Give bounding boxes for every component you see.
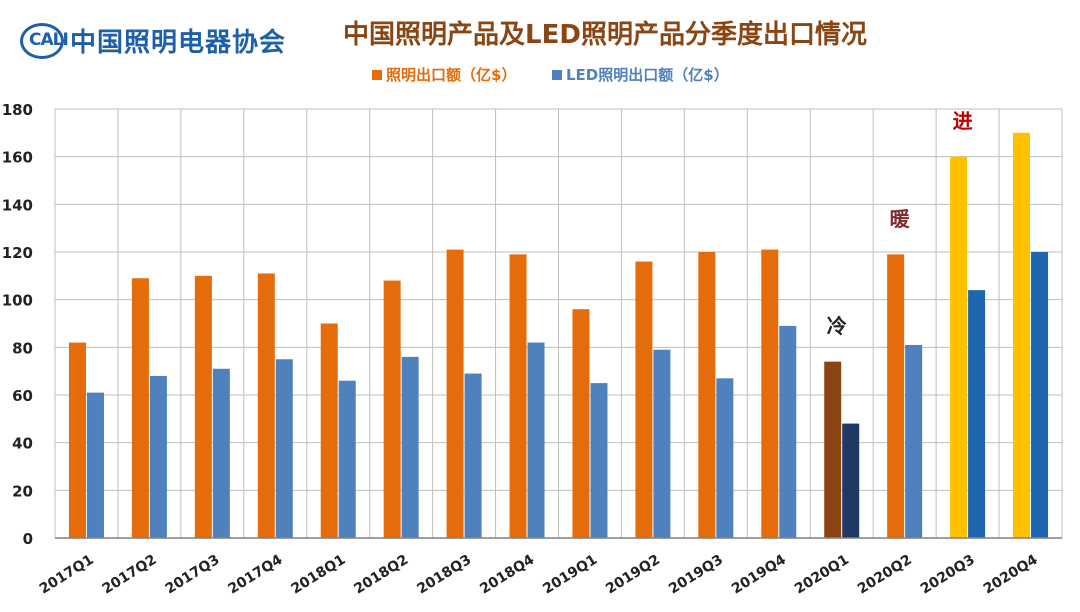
bar-lighting-2018Q3 [446,249,464,538]
bar-led-2020Q3 [968,290,986,538]
x-tick-label-2020Q2: 2020Q2 [855,552,915,598]
bar-led-2018Q2 [401,356,419,538]
bar-led-2019Q2 [653,349,671,538]
bar-lighting-2020Q3 [950,156,968,538]
y-tick-label-0: 0 [23,530,33,548]
x-tick-label-2019Q3: 2019Q3 [666,552,726,598]
bar-lighting-2020Q2 [887,254,905,538]
bar-lighting-2019Q4 [761,249,779,538]
bar-lighting-2019Q1 [572,309,590,538]
bar-led-2019Q1 [590,383,608,538]
y-tick-label-20: 20 [12,482,33,500]
x-tick-label-2019Q4: 2019Q4 [729,552,789,598]
annotation-2020Q2: 暖 [890,207,911,231]
bar-led-2020Q1 [842,423,860,538]
x-tick-label-2018Q2: 2018Q2 [351,552,411,598]
bar-led-2017Q3 [212,368,230,538]
bar-led-2017Q2 [149,375,167,538]
x-tick-label-2019Q2: 2019Q2 [603,552,663,598]
bar-led-2017Q4 [275,359,293,538]
bar-lighting-2020Q4 [1013,132,1031,539]
legend-label-1: LED照明出口额（亿$） [566,66,729,84]
x-tick-label-2017Q3: 2017Q3 [163,552,223,598]
bar-lighting-2018Q2 [383,280,401,538]
legend-swatch-1 [552,70,562,80]
bar-lighting-2020Q1 [824,361,842,538]
x-tick-label-2018Q1: 2018Q1 [288,552,348,598]
bar-lighting-2019Q3 [698,252,716,538]
logo-mark-icon: CALI [20,22,69,59]
bar-lighting-2018Q4 [509,254,527,538]
y-tick-label-140: 140 [2,196,33,214]
x-tick-label-2017Q2: 2017Q2 [100,552,160,598]
y-tick-label-160: 160 [2,149,33,167]
bar-lighting-2017Q1 [68,342,86,538]
bar-lighting-2019Q2 [635,261,653,538]
y-tick-label-120: 120 [2,244,33,262]
bar-led-2017Q1 [86,392,104,538]
bar-lighting-2018Q1 [320,323,338,538]
x-tick-label-2018Q3: 2018Q3 [414,552,474,598]
annotation-2020Q1: 冷 [827,314,847,338]
bar-lighting-2017Q2 [131,278,149,538]
annotation-2020Q3: 进 [953,109,973,133]
logo-mark-text: CALI [29,29,69,50]
y-tick-label-100: 100 [2,292,33,310]
bar-led-2018Q1 [338,380,356,538]
bar-led-2020Q4 [1031,252,1049,538]
chart-title: 中国照明产品及LED照明产品分季度出口情况 [343,19,867,50]
x-tick-label-2017Q4: 2017Q4 [226,552,286,598]
y-tick-label-40: 40 [12,435,33,453]
y-tick-label-60: 60 [12,387,33,405]
bar-lighting-2017Q3 [194,275,212,538]
bar-led-2018Q4 [527,342,545,538]
y-tick-label-80: 80 [12,339,33,357]
legend-label-0: 照明出口额（亿$） [386,66,516,84]
logo: CALI 中国照明电器协会 [20,22,286,59]
bar-led-2019Q4 [779,325,797,538]
y-tick-label-180: 180 [2,101,33,119]
x-tick-label-2018Q4: 2018Q4 [477,552,537,598]
bar-led-2020Q2 [905,344,923,538]
logo-name: 中国照明电器协会 [70,28,287,58]
bar-led-2019Q3 [716,378,734,538]
x-tick-label-2019Q1: 2019Q1 [540,552,600,598]
x-tick-label-2020Q3: 2020Q3 [918,552,978,598]
x-tick-label-2017Q1: 2017Q1 [37,552,97,598]
legend-swatch-0 [372,70,382,80]
x-tick-label-2020Q4: 2020Q4 [981,552,1041,598]
bar-led-2018Q3 [464,373,482,538]
bar-lighting-2017Q4 [257,273,275,538]
x-tick-label-2020Q1: 2020Q1 [792,552,852,598]
